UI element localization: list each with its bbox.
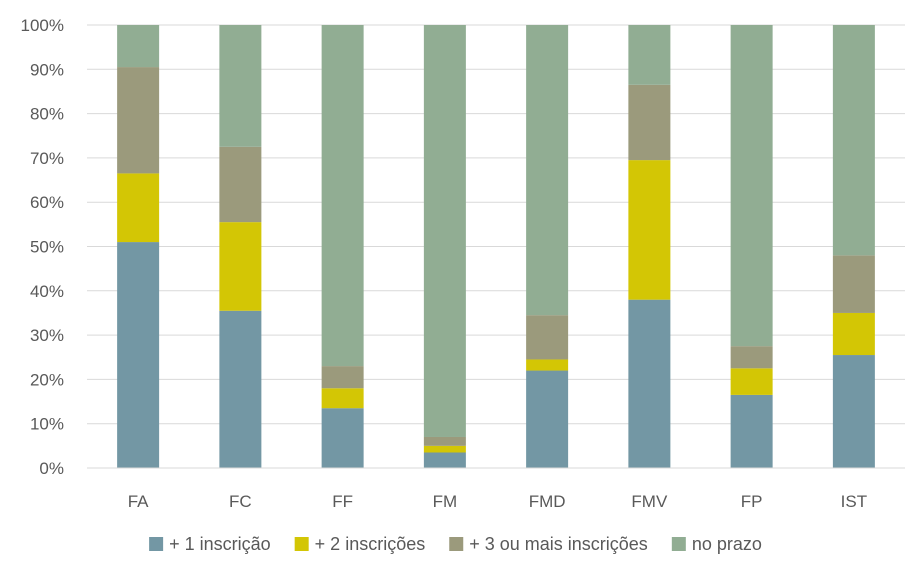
bar-segment-s3-ff — [322, 366, 364, 388]
bar-stack-fmv — [628, 25, 670, 468]
bar-segment-s1-ff — [322, 408, 364, 468]
x-tick-label: FMD — [529, 492, 566, 511]
bar-stack-ff — [322, 25, 364, 468]
gridlines — [87, 25, 905, 424]
legend-item: + 2 inscrições — [295, 534, 426, 554]
bar-stack-ist — [833, 25, 875, 468]
y-tick-label: 60% — [30, 193, 64, 212]
y-tick-label: 80% — [30, 105, 64, 124]
legend-label: + 3 ou mais inscrições — [469, 534, 648, 554]
bar-segment-s1-fmd — [526, 371, 568, 468]
bar-segment-s4-ff — [322, 25, 364, 366]
bar-segment-s2-ff — [322, 388, 364, 408]
y-tick-label: 30% — [30, 326, 64, 345]
legend-swatch — [295, 537, 309, 551]
bar-segment-s4-fc — [219, 25, 261, 147]
bar-segment-s2-ist — [833, 313, 875, 355]
bar-stack-fmd — [526, 25, 568, 468]
bar-segment-s2-fc — [219, 222, 261, 311]
legend-item: + 3 ou mais inscrições — [449, 534, 648, 554]
x-tick-label: FF — [332, 492, 353, 511]
y-tick-label: 20% — [30, 370, 64, 389]
bar-segment-s1-fm — [424, 452, 466, 468]
bar-segment-s4-fp — [731, 25, 773, 346]
legend-item: + 1 inscrição — [149, 534, 271, 554]
bar-segment-s4-ist — [833, 25, 875, 255]
legend-swatch — [449, 537, 463, 551]
legend-label: no prazo — [692, 534, 762, 554]
bar-segment-s2-fa — [117, 173, 159, 242]
legend-label: + 1 inscrição — [169, 534, 271, 554]
bar-segment-s3-fc — [219, 147, 261, 222]
bar-segment-s3-fm — [424, 437, 466, 446]
bar-segment-s4-fm — [424, 25, 466, 437]
legend: + 1 inscrição + 2 inscrições + 3 ou mais i… — [149, 534, 762, 554]
bar-segment-s4-fmv — [628, 25, 670, 85]
bar-segment-s3-fmd — [526, 315, 568, 359]
x-tick-label: FC — [229, 492, 252, 511]
bar-segment-s1-fmv — [628, 300, 670, 468]
bar-segment-s3-ist — [833, 255, 875, 313]
legend-item: no prazo — [672, 534, 762, 554]
bar-segment-s1-fa — [117, 242, 159, 468]
y-tick-label: 90% — [30, 60, 64, 79]
legend-swatch — [149, 537, 163, 551]
bar-segment-s3-fp — [731, 346, 773, 368]
y-tick-label: 50% — [30, 238, 64, 257]
bar-stack-fa — [117, 25, 159, 468]
x-axis-tick-labels: FA FC FF FM FMD FMV FP IST — [128, 492, 867, 511]
bar-stack-fp — [731, 25, 773, 468]
bar-segment-s1-ist — [833, 355, 875, 468]
bar-segment-s1-fp — [731, 395, 773, 468]
bar-segment-s2-fp — [731, 368, 773, 395]
x-tick-label: FP — [741, 492, 763, 511]
legend-label: + 2 inscrições — [315, 534, 426, 554]
x-tick-label: FA — [128, 492, 149, 511]
x-tick-label: FMV — [631, 492, 668, 511]
y-tick-label: 70% — [30, 149, 64, 168]
bar-segment-s2-fmd — [526, 359, 568, 370]
bar-stack-fm — [424, 25, 466, 468]
bar-segment-s1-fc — [219, 311, 261, 468]
bar-segment-s3-fmv — [628, 85, 670, 160]
y-tick-label: 100% — [21, 16, 64, 35]
x-tick-label: IST — [841, 492, 867, 511]
legend-swatch — [672, 537, 686, 551]
bar-segment-s2-fm — [424, 446, 466, 453]
y-axis-tick-labels: 0% 10% 20% 30% 40% 50% 60% 70% 80% 90% 100% — [21, 16, 64, 478]
bar-segment-s4-fa — [117, 25, 159, 67]
y-tick-label: 0% — [39, 459, 64, 478]
x-tick-label: FM — [433, 492, 458, 511]
y-tick-label: 10% — [30, 415, 64, 434]
bar-segment-s2-fmv — [628, 160, 670, 300]
bar-segment-s3-fa — [117, 67, 159, 173]
bar-segment-s4-fmd — [526, 25, 568, 315]
bar-stack-fc — [219, 25, 261, 468]
y-tick-label: 40% — [30, 282, 64, 301]
